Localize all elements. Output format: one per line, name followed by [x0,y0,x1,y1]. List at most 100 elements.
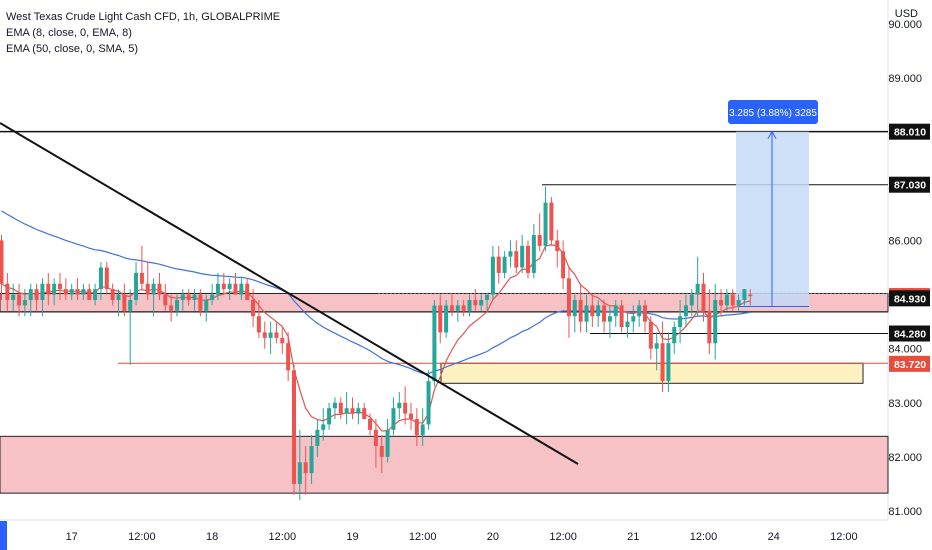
candle-body [362,408,367,420]
candle [256,299,261,338]
candle-body [256,316,261,333]
candle-body [660,343,665,382]
symbol-title[interactable]: West Texas Crude Light Cash CFD, 1h, GLO… [6,11,281,23]
candle [75,278,80,300]
candle-body [713,299,718,344]
candle-body [397,402,402,409]
candle [485,294,490,311]
candle [204,294,209,322]
candle [467,294,472,317]
candle-body [578,299,583,322]
candle-body [672,327,677,344]
candle-body [724,294,729,306]
candle [531,224,536,279]
candle-body [572,299,577,317]
candle [502,251,507,279]
candle [163,283,168,311]
candle [397,391,402,420]
candle-body [455,305,460,311]
candle [719,289,724,317]
candle-body [508,251,513,257]
candle [625,310,630,338]
candle-body [561,251,566,279]
candle-body [373,429,378,447]
candle [332,397,337,420]
candle [736,294,741,311]
candle-body [122,294,127,311]
candle [268,321,273,355]
candle [409,402,413,430]
candle-body [549,202,554,241]
candle [315,419,320,457]
candle-body [643,305,647,322]
candle [122,283,127,317]
price-tick: 86.000 [888,235,922,247]
candle [151,278,156,317]
candle-body [286,343,291,371]
candle [543,186,548,252]
candle-body [297,462,302,484]
candle-body [526,245,530,273]
candle-body [730,294,735,306]
candle-body [11,294,16,300]
price-label: 84.280 [894,329,926,341]
ema-50-legend[interactable]: EMA (50, close, 0, SMA, 5) [6,43,139,55]
candle-body [607,316,612,322]
candle [239,278,244,300]
ema-8-legend[interactable]: EMA (8, close, 0, EMA, 8) [6,27,132,39]
candle-body [34,289,39,300]
candle-body [233,283,238,295]
candle-body [40,283,45,300]
candle [520,235,525,273]
candle-body [666,343,671,382]
candle [707,289,712,355]
candle-body [17,294,22,306]
candle-body [327,408,332,425]
candle-body [239,283,244,295]
candle-body [736,299,741,306]
candle [385,419,390,463]
candle [438,294,443,344]
candle-body [198,294,203,311]
candle-body [619,305,624,328]
candle [321,408,326,441]
candle-body [262,332,267,338]
time-tick: 12:00 [128,531,156,543]
candle-body [192,294,197,300]
time-tick: 21 [627,531,639,543]
candle [280,327,285,355]
price-label: 83.720 [894,359,926,371]
candle [549,197,554,246]
candle [678,299,683,344]
candle-body [496,256,501,273]
candle [40,278,45,317]
currency-label: USD [894,8,918,20]
candle-body [75,289,80,295]
candle [81,283,86,300]
measure-label-box [728,100,818,124]
candle-body [245,283,250,300]
candle [17,283,22,317]
candle-body [104,267,109,290]
candle-body [180,294,185,300]
candle [584,294,589,333]
price-tick: 90.000 [888,19,922,31]
candle-body [268,332,273,338]
price-label-box [889,325,930,342]
candle [63,278,68,300]
price-tick: 83.000 [888,398,922,410]
candle [245,278,250,300]
candle-body [391,408,396,430]
candle-body [309,446,314,474]
candle-body [414,419,419,436]
candle-body [409,413,413,420]
candle-body [461,305,466,311]
candle [139,245,144,290]
candle-body [350,408,355,414]
candle-body [385,429,390,457]
candle-body [93,289,98,300]
candle-body [379,446,384,457]
candle [444,299,449,338]
candle-body [251,299,256,317]
